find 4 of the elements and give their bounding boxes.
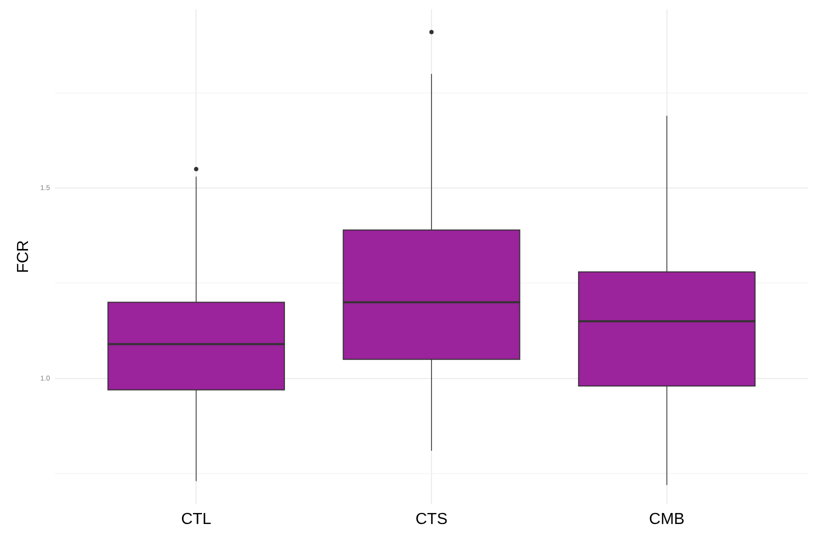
x-tick-label: CMB (649, 511, 685, 528)
y-axis-title: FCR (15, 240, 32, 274)
x-tick-label: CTS (416, 511, 448, 528)
x-tick-label: CTL (181, 511, 212, 528)
